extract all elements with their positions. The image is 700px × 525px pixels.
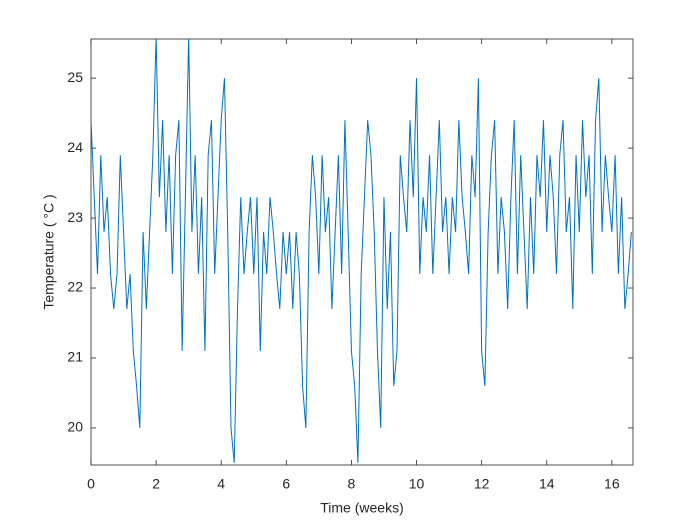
y-tick-label: 20 [67, 419, 83, 435]
x-tick-label: 10 [409, 476, 425, 492]
x-tick-label: 0 [87, 476, 95, 492]
x-tick-label: 4 [217, 476, 225, 492]
x-tick-label: 8 [348, 476, 356, 492]
x-tick-label: 16 [604, 476, 620, 492]
y-tick-label: 25 [67, 69, 83, 85]
y-tick-label: 21 [67, 349, 83, 365]
x-axis-label: Time (weeks) [320, 500, 404, 516]
y-axis-label: Temperature ( °C ) [41, 194, 57, 309]
y-tick-label: 23 [67, 209, 83, 225]
x-tick-label: 14 [539, 476, 555, 492]
x-tick-label: 12 [474, 476, 490, 492]
data-line [91, 39, 632, 463]
x-tick-label: 6 [282, 476, 290, 492]
x-tick-label: 2 [152, 476, 160, 492]
y-tick-label: 22 [67, 279, 83, 295]
y-tick-label: 24 [67, 139, 83, 155]
